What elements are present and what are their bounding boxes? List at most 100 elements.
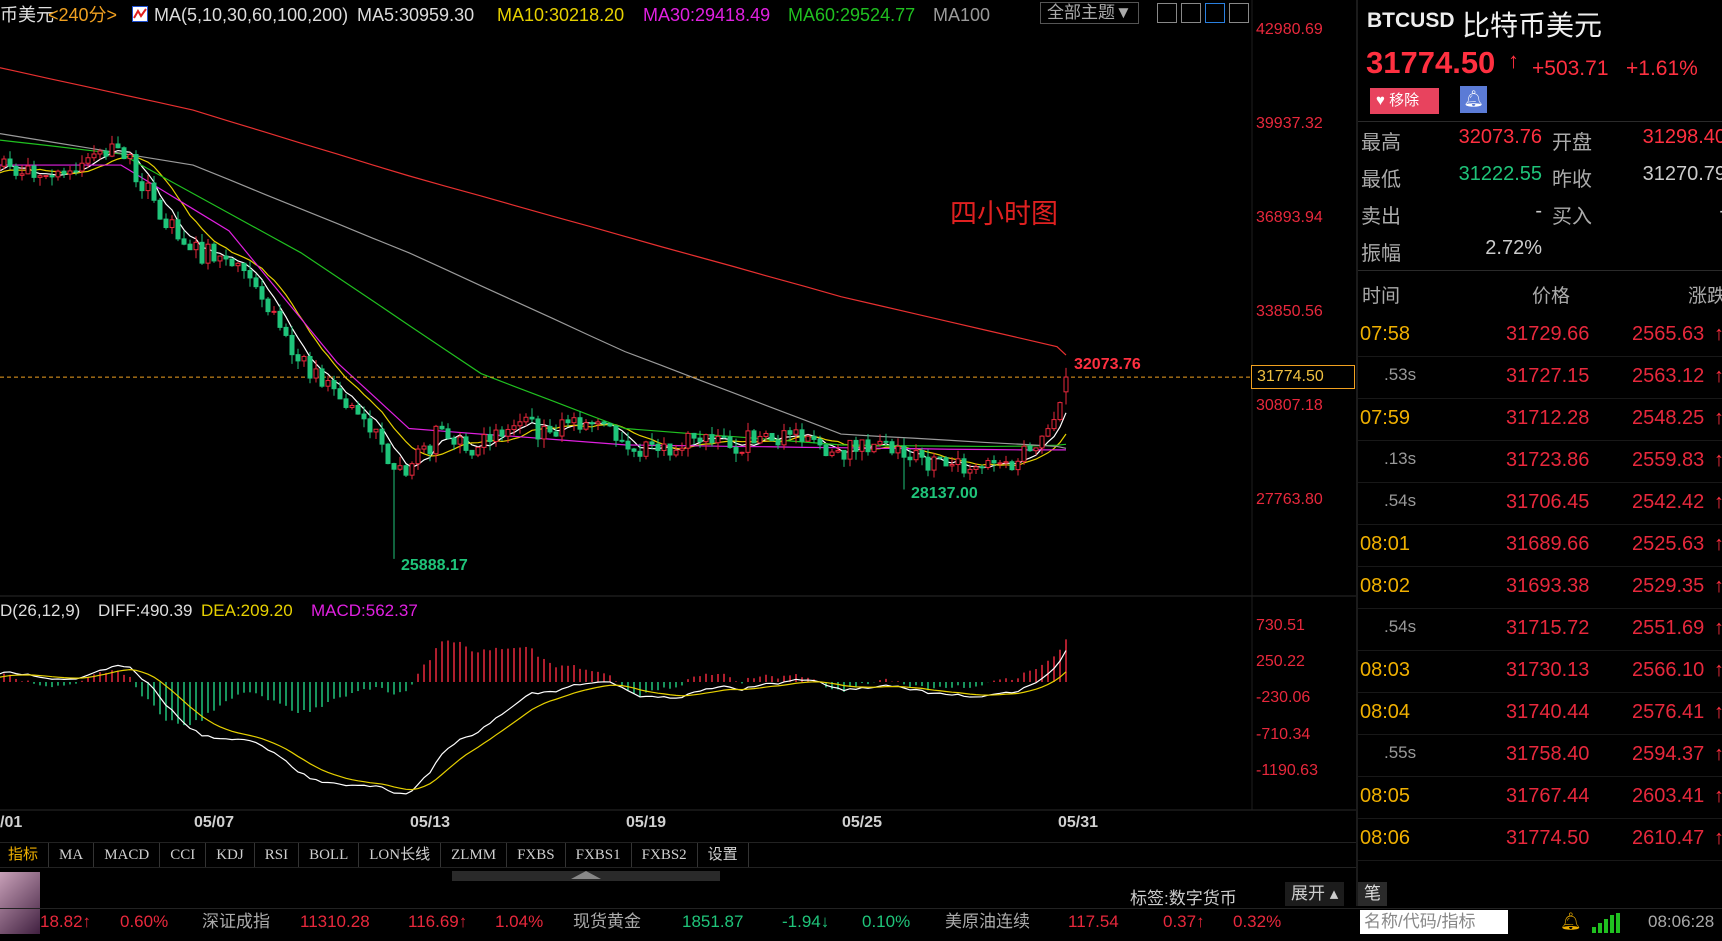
avatar-decoration: [0, 872, 40, 934]
candle: [823, 444, 829, 457]
indicator-tab[interactable]: LON长线: [359, 843, 442, 867]
indicator-tab[interactable]: 设置: [698, 843, 749, 867]
candle: [931, 452, 937, 478]
ma100-line: [0, 133, 1067, 449]
candle: [907, 449, 913, 467]
candle: [787, 427, 793, 440]
col-change: 涨跌: [1688, 286, 1722, 307]
candle: [475, 446, 481, 458]
tick-row: 08:05 31767.44 2603.41 ↑: [1358, 777, 1722, 819]
scrollbar[interactable]: [452, 871, 720, 881]
candle: [901, 438, 907, 490]
next-icon[interactable]: [1229, 3, 1249, 23]
indicator-tab[interactable]: CCI: [160, 843, 207, 867]
tick-price: 31689.66: [1506, 533, 1590, 555]
quote-panel: BTCUSD 比特币美元 31774.50 ↑ +503.71 +1.61% ♥…: [1356, 0, 1722, 906]
candle: [943, 455, 949, 467]
indicator-tab[interactable]: KDJ: [206, 843, 255, 867]
up-arrow-icon: ↑: [1508, 48, 1519, 73]
candle: [739, 451, 745, 456]
candle: [583, 419, 589, 431]
candle: [253, 274, 259, 289]
expand-button[interactable]: 展开 ▴: [1285, 882, 1345, 906]
date-tick: 05/25: [842, 814, 883, 831]
candle: [607, 423, 613, 428]
candle: [757, 431, 763, 445]
stat-l1: 最高: [1361, 132, 1401, 154]
candle: [883, 433, 889, 445]
candle: [559, 412, 565, 442]
candle: [283, 323, 289, 338]
tick-price: 31723.86: [1506, 449, 1590, 471]
candle: [709, 426, 715, 447]
pen-button[interactable]: 笔: [1358, 882, 1387, 906]
candle: [889, 438, 895, 456]
play-icon[interactable]: [1205, 3, 1225, 23]
candle: [703, 433, 709, 451]
candle: [211, 242, 217, 263]
indicator-tab[interactable]: FXBS: [507, 843, 566, 867]
candle: [721, 428, 727, 439]
indicator-tab[interactable]: MACD: [94, 843, 161, 867]
kline-chart[interactable]: [0, 0, 1356, 906]
candle: [139, 173, 145, 199]
tag-label[interactable]: 标签:数字货币: [1130, 889, 1237, 908]
candle: [115, 136, 121, 149]
search-input[interactable]: 名称/代码/指标: [1360, 910, 1508, 934]
candle: [481, 427, 487, 455]
candle: [301, 354, 307, 367]
indicator-tab[interactable]: 指标: [0, 843, 50, 867]
up-arrow-icon: ↑: [1714, 323, 1722, 345]
tick-change: 2559.83: [1632, 449, 1705, 471]
candle: [199, 233, 205, 265]
quote-code: BTCUSD: [1367, 9, 1455, 32]
price-tick: 27763.80: [1256, 491, 1323, 508]
macd-tick: 730.51: [1256, 616, 1305, 634]
status-item[interactable]: 美原油连续: [945, 912, 1030, 931]
up-arrow-icon: ↑: [1714, 491, 1722, 513]
bell-icon[interactable]: 🔔︎: [1460, 86, 1487, 113]
bell-icon[interactable]: 🔔︎: [1560, 912, 1582, 931]
indicator-tab[interactable]: ZLMM: [441, 843, 508, 867]
status-item[interactable]: 现货黄金: [573, 912, 641, 931]
candle: [775, 434, 781, 450]
candle: [571, 412, 577, 431]
remove-watchlist-button[interactable]: ♥ 移除: [1370, 88, 1439, 114]
candle: [859, 439, 865, 461]
indicator-tab[interactable]: FXBS1: [566, 843, 632, 867]
candle: [715, 429, 721, 450]
theme-select[interactable]: 全部主题▼: [1040, 2, 1139, 24]
status-item[interactable]: 深证成指: [202, 912, 270, 931]
heart-icon: ♥: [1376, 92, 1385, 109]
indicator-tab[interactable]: FXBS2: [632, 843, 698, 867]
candle: [19, 165, 25, 181]
candle: [31, 160, 37, 183]
tick-price: 31729.66: [1506, 323, 1590, 345]
indicator-tab[interactable]: MA: [49, 843, 95, 867]
tick-price: 31740.44: [1506, 701, 1590, 723]
indicator-tab[interactable]: BOLL: [299, 843, 360, 867]
ma100-value: MA100: [933, 5, 991, 25]
tick-time: 08:06: [1360, 827, 1411, 849]
split-view-icon[interactable]: [1181, 3, 1201, 23]
candle: [577, 411, 583, 434]
price-tick: 33850.56: [1256, 303, 1323, 320]
candle: [49, 169, 55, 186]
up-arrow-icon: ↑: [1714, 575, 1722, 597]
price-tick: 36893.94: [1256, 209, 1323, 226]
candle: [811, 430, 817, 444]
stat-v1: 32073.76: [1458, 126, 1542, 148]
indicator-icon[interactable]: [132, 6, 148, 22]
ma30-value: MA30:29418.49: [643, 5, 771, 25]
candle: [349, 402, 355, 410]
candle: [727, 430, 733, 449]
tick-time: 08:01: [1360, 533, 1411, 555]
candle: [277, 304, 283, 331]
candle: [829, 448, 835, 458]
candle: [913, 444, 919, 463]
indicator-tab[interactable]: RSI: [255, 843, 300, 867]
price-tick: 42980.69: [1256, 21, 1323, 38]
crosshair-icon[interactable]: [1157, 3, 1177, 23]
period-label[interactable]: <240分>: [48, 5, 118, 25]
candle: [565, 414, 571, 427]
